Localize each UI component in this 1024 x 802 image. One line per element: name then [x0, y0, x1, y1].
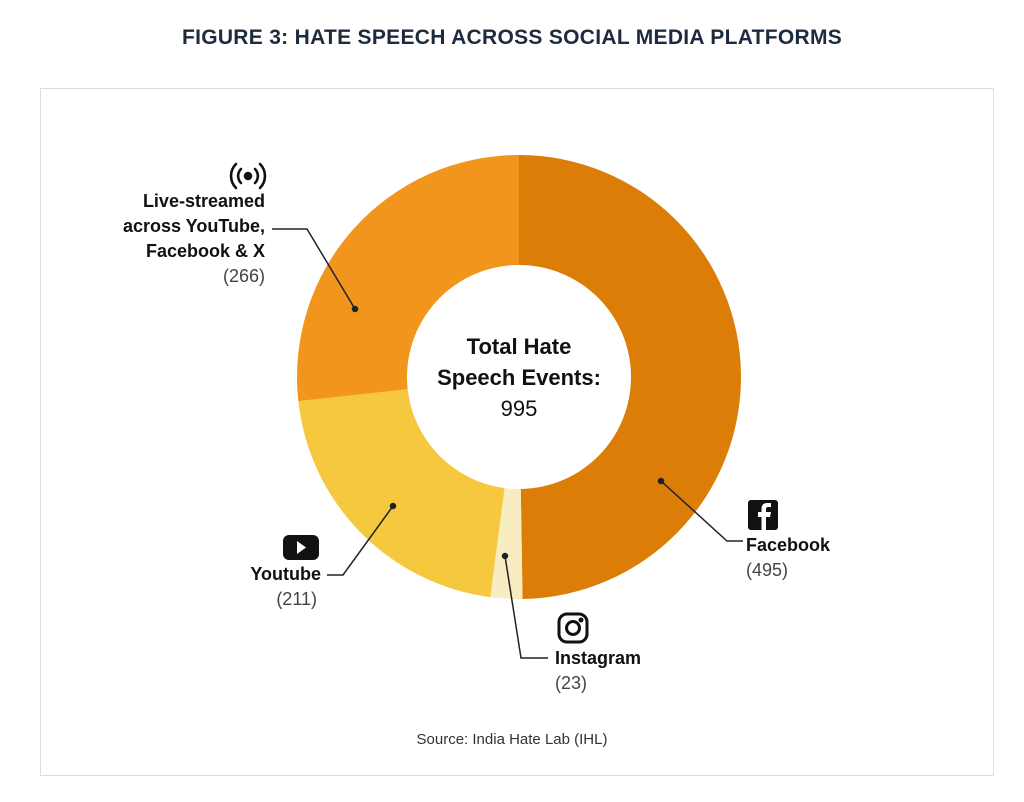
label-live-line2: across YouTube,	[122, 216, 265, 236]
label-live-line3: Facebook & X	[145, 241, 265, 261]
label-facebook-name: Facebook	[746, 535, 831, 555]
figure-title: FIGURE 3: HATE SPEECH ACROSS SOCIAL MEDI…	[181, 26, 843, 49]
youtube-icon	[283, 535, 319, 560]
label-youtube: Youtube (211)	[250, 562, 321, 612]
label-instagram: Instagram (23)	[555, 646, 641, 696]
center-label-line1: Total Hate	[467, 334, 572, 359]
chart-frame	[40, 88, 994, 776]
slice-instagram	[490, 488, 523, 599]
live-broadcast-icon	[229, 162, 267, 190]
label-live-value: (266)	[222, 266, 265, 286]
instagram-icon	[557, 612, 589, 644]
label-live-streamed: Live-streamed across YouTube, Facebook &…	[123, 189, 265, 289]
label-instagram-name: Instagram	[555, 648, 642, 668]
source-note: Source: India Hate Lab (IHL)	[416, 731, 608, 748]
slice-youtube	[298, 389, 505, 598]
leader-youtube	[327, 505, 394, 576]
label-facebook: Facebook (495)	[746, 533, 830, 583]
leader-facebook	[660, 480, 743, 542]
center-total-value: 995	[501, 396, 538, 421]
facebook-icon	[748, 500, 778, 530]
label-facebook-value: (495)	[746, 560, 789, 580]
slice-facebook	[519, 155, 741, 599]
label-instagram-value: (23)	[555, 673, 588, 693]
leader-live	[272, 228, 356, 310]
leader-instagram	[504, 555, 548, 659]
label-youtube-name: Youtube	[250, 564, 321, 584]
label-youtube-value: (211)	[276, 589, 317, 609]
slice-live-streamed	[297, 155, 519, 402]
label-live-line1: Live-streamed	[142, 191, 265, 211]
center-label-line2: Speech Events:	[437, 365, 601, 390]
